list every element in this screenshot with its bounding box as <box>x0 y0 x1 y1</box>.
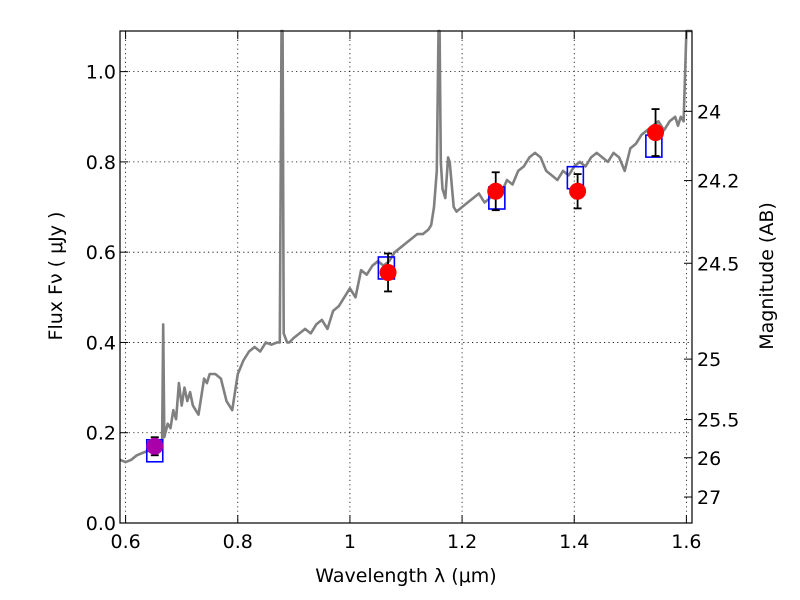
magnitude-tick-label: 24.2 <box>697 171 739 193</box>
x-tick-label: 1.2 <box>447 531 477 553</box>
y-tick-label: 0.8 <box>86 152 116 174</box>
x-tick-label: 0.6 <box>110 531 140 553</box>
y-tick-label: 0.2 <box>86 423 116 445</box>
x-axis-label: Wavelength λ (μm) <box>315 565 496 587</box>
y-tick-label: 0.4 <box>86 332 116 354</box>
observed-photometry-point <box>487 182 505 200</box>
spectrum-layer <box>119 29 692 464</box>
observed-photometry-point <box>379 263 397 281</box>
observed-photometry-point <box>569 182 587 200</box>
spectrum-line <box>119 29 692 464</box>
model-photometry-layer <box>145 134 663 463</box>
magnitude-axis-label: Magnitude (AB) <box>756 202 778 350</box>
magnitude-tick-label: 24.5 <box>697 253 739 275</box>
axis-ticks: 0.6 0.8 1 1.2 1.4 1.6 0.0 0.2 0.4 0.6 0.8 1.0 24 24.2… <box>86 31 739 553</box>
observed-photometry-point <box>647 124 665 142</box>
y-tick-label: 0.0 <box>86 513 116 535</box>
plot-frame <box>119 30 693 524</box>
y-tick-label: 1.0 <box>86 62 116 84</box>
observed-photometry-layer <box>146 108 665 457</box>
x-tick-label: 1.6 <box>671 531 701 553</box>
x-tick-label: 0.8 <box>223 531 253 553</box>
magnitude-tick-label: 25.5 <box>697 410 739 432</box>
x-tick-label: 1.4 <box>559 531 589 553</box>
grid <box>120 31 692 524</box>
observed-photometry-point <box>146 437 164 455</box>
y-axis-label: Flux Fν ( μJy ) <box>45 212 67 341</box>
x-tick-label: 1 <box>344 531 356 553</box>
magnitude-tick-label: 26 <box>697 448 721 470</box>
magnitude-tick-label: 24 <box>697 101 721 123</box>
y-tick-label: 0.6 <box>86 242 116 264</box>
magnitude-tick-label: 25 <box>697 349 721 371</box>
magnitude-tick-label: 27 <box>697 487 721 509</box>
